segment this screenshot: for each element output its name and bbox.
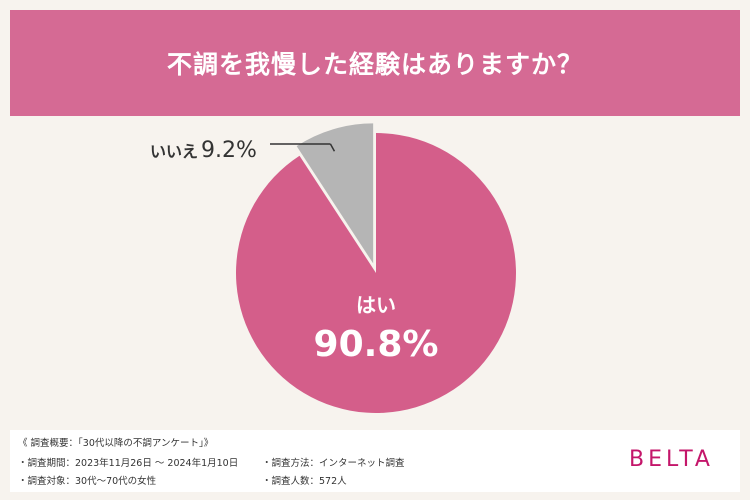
pie-slice-no (296, 123, 374, 264)
chart-area: はい 90.8% いいえ 9.2% (0, 116, 750, 426)
pie-slice-yes (235, 133, 516, 413)
survey-period: ・調査期間：2023年11月26日 〜 2024年1月10日 (18, 458, 239, 469)
survey-method: ・調査方法：インターネット調査 (262, 458, 405, 469)
slice-label-no-value: 9.2% (201, 138, 257, 163)
survey-overview: 《 調査概要：「30代以降の不調アンケート」》 (18, 438, 214, 449)
slice-label-yes-value: 90.8% (314, 324, 439, 365)
survey-footer: 《 調査概要：「30代以降の不調アンケート」》 ・調査期間：2023年11月26… (10, 430, 740, 492)
chart-title: 不調を我慢した経験はありますか？ (166, 50, 583, 79)
callout-line-vertical (329, 143, 336, 152)
slice-label-yes-category: はい (356, 293, 396, 317)
title-banner: 不調を我慢した経験はありますか？ (10, 10, 740, 116)
pie-chart: はい 90.8% いいえ 9.2% (150, 123, 516, 413)
slice-label-no-category: いいえ (150, 142, 198, 161)
belta-logo: BELTA (628, 447, 714, 472)
survey-count: ・調査人数：572人 (262, 476, 347, 487)
survey-target: ・調査対象：30代〜70代の女性 (18, 476, 157, 487)
